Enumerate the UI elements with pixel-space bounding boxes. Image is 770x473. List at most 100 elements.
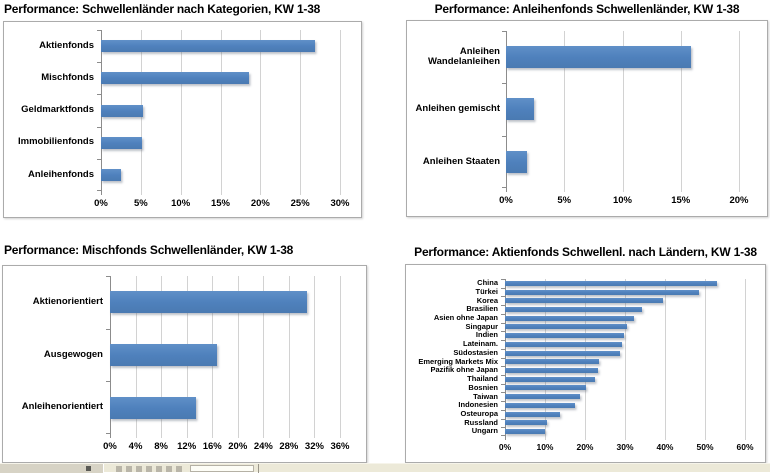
bottom-toolbar-sliver	[0, 463, 770, 473]
value-axis-tick-label: 5%	[133, 198, 148, 209]
bar	[110, 344, 217, 366]
toolbar-separator	[258, 464, 259, 473]
bar-row	[110, 381, 340, 434]
category-axis-tick	[501, 313, 505, 315]
bar-row	[505, 323, 745, 332]
value-axis-tick-label: 28%	[279, 441, 299, 452]
category-axis-tick	[97, 62, 101, 64]
bar	[505, 429, 545, 435]
value-axis-labels: 0% 5% 10% 15% 20%	[499, 195, 748, 207]
value-axis-labels: 0% 4% 8% 12% 16% 20% 24% 28% 32% 36%	[103, 441, 349, 453]
bar-row	[101, 62, 340, 94]
chart-title-mischfonds: Performance: Mischfonds Schwellenländer,…	[4, 243, 294, 257]
category-label: Anleihenfonds	[28, 168, 94, 180]
value-axis-tick-label: 12%	[177, 441, 197, 452]
value-axis-tick-label: 20%	[576, 442, 594, 452]
value-axis-tick-label: 32%	[304, 441, 324, 452]
bar	[506, 98, 534, 121]
bar-row	[505, 375, 745, 384]
bar-row	[505, 410, 745, 419]
category-axis-labels: Aktienfonds Mischfonds Geldmarktfonds Immob…	[4, 30, 94, 191]
category-axis-tick	[502, 31, 506, 32]
value-axis-tick-label: 15%	[210, 198, 231, 209]
value-axis-tick-label: 8%	[154, 441, 168, 452]
bar-row	[101, 30, 340, 62]
bar	[505, 420, 547, 426]
gridline	[340, 30, 341, 195]
category-axis-tick	[501, 287, 505, 289]
bar	[505, 394, 581, 400]
bar-row	[110, 276, 340, 329]
category-axis-tick	[106, 328, 110, 330]
gridline	[220, 30, 222, 195]
category-axis-tick	[501, 435, 505, 436]
bar-row	[505, 349, 745, 358]
category-label: Brasilien	[466, 304, 498, 314]
bar-row	[505, 357, 745, 366]
value-axis-tick-label: 50%	[696, 442, 714, 452]
gridline	[340, 276, 341, 438]
bar-row	[505, 296, 745, 305]
category-axis-tick	[502, 83, 506, 85]
bar-row	[505, 279, 745, 288]
bar-row	[110, 329, 340, 382]
category-label: Pazifik ohne Japan	[430, 365, 498, 375]
gridline	[263, 276, 265, 438]
bar-chart-kategorien: Aktienfonds Mischfonds Geldmarktfonds Immob…	[4, 22, 361, 217]
category-label: Aktienfonds	[39, 39, 94, 51]
category-axis-tick	[97, 30, 101, 31]
bar	[505, 280, 717, 286]
gridline	[300, 30, 302, 195]
bar-series	[506, 31, 739, 188]
category-axis-tick	[501, 331, 505, 333]
category-label: Immobilienfonds	[18, 136, 94, 148]
value-axis-tick-label: 20%	[228, 441, 248, 452]
bar-row	[505, 340, 745, 349]
value-axis-tick-label: 20%	[729, 195, 749, 206]
category-label: Thailand	[467, 374, 498, 384]
category-axis-tick	[501, 305, 505, 307]
bar	[505, 333, 625, 339]
category-axis-tick	[501, 357, 505, 359]
value-axis-tick-label: 36%	[330, 441, 350, 452]
category-axis-tick	[501, 418, 505, 420]
bar-row	[505, 314, 745, 323]
bar	[505, 402, 575, 408]
bar-row	[506, 83, 739, 135]
bar-series	[505, 279, 745, 436]
bar-series	[110, 276, 340, 434]
bar	[505, 359, 600, 365]
bar	[505, 289, 699, 295]
category-axis-tick	[106, 381, 110, 383]
category-axis-tick	[501, 383, 505, 385]
bar	[505, 315, 635, 321]
category-axis-tick	[501, 296, 505, 298]
bar	[505, 376, 596, 382]
category-label: Indien	[475, 330, 498, 340]
category-axis-tick	[502, 135, 506, 137]
category-label: Osteuropa	[460, 408, 498, 418]
bar-row	[505, 366, 745, 375]
gridline	[664, 279, 666, 440]
value-axis-tick-label: 0%	[94, 198, 108, 209]
plot-area	[106, 276, 341, 438]
gridline	[745, 279, 746, 440]
value-axis-tick-label: 10%	[612, 195, 633, 206]
value-axis-tick-label: 0%	[103, 441, 117, 452]
gridline	[705, 279, 706, 440]
category-axis-tick	[501, 348, 505, 350]
plot-area	[97, 30, 341, 195]
bar-row	[101, 159, 340, 191]
bar	[101, 40, 316, 53]
bar-row	[505, 305, 745, 314]
value-axis-tick-label: 25%	[290, 198, 310, 209]
gridline	[625, 279, 626, 440]
category-axis-tick	[501, 427, 505, 429]
chart-title-kategorien: Performance: Schwellenländer nach Katego…	[4, 2, 321, 16]
bar-row	[101, 94, 340, 126]
category-label: Ungarn	[471, 426, 498, 436]
category-axis-tick	[97, 126, 101, 128]
category-label: Russland	[464, 417, 498, 427]
value-axis-tick-label: 40%	[656, 442, 674, 452]
bar	[505, 307, 642, 313]
